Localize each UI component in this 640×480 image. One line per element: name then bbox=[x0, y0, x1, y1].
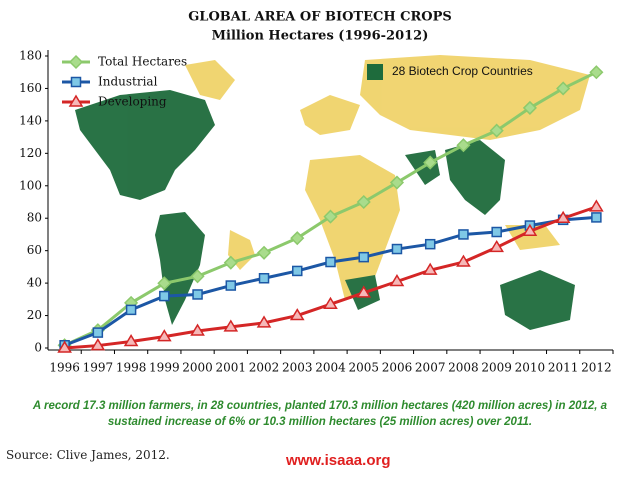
x-tick-label: 2004 bbox=[315, 361, 346, 375]
marker bbox=[356, 285, 372, 298]
marker bbox=[325, 256, 336, 268]
marker bbox=[423, 155, 438, 170]
marker bbox=[258, 272, 270, 284]
chart: GLOBAL AREA OF BIOTECH CROPS Million Hec… bbox=[19, 10, 614, 375]
marker bbox=[323, 209, 338, 224]
marker bbox=[256, 315, 272, 328]
x-tick-label: 2007 bbox=[415, 361, 446, 375]
marker bbox=[358, 251, 369, 263]
legend-label: Total Hectares bbox=[98, 55, 187, 69]
y-tick-label: 160 bbox=[19, 81, 42, 95]
x-tick-label: 2008 bbox=[448, 361, 479, 375]
x-tick-label: 2003 bbox=[282, 361, 313, 375]
x-tick-label: 1997 bbox=[83, 361, 114, 375]
y-tick-label: 20 bbox=[27, 308, 42, 322]
marker bbox=[422, 262, 438, 275]
x-tick-label: 2009 bbox=[481, 361, 512, 375]
marker bbox=[192, 289, 203, 300]
x-tick-label: 2000 bbox=[182, 361, 213, 375]
x-tick-label: 1996 bbox=[49, 361, 80, 375]
y-tick-label: 120 bbox=[19, 146, 42, 160]
x-tick-label: 2011 bbox=[548, 361, 579, 375]
website: www.isaaa.org bbox=[286, 452, 391, 469]
marker bbox=[591, 212, 602, 223]
marker bbox=[292, 265, 303, 277]
chart-subtitle: Million Hectares (1996-2012) bbox=[212, 29, 429, 44]
marker bbox=[555, 210, 571, 223]
marker bbox=[225, 280, 237, 291]
y-tick-label: 100 bbox=[19, 178, 42, 192]
source: Source: Clive James, 2012. bbox=[6, 448, 170, 462]
x-tick-label: 2005 bbox=[348, 361, 379, 375]
marker bbox=[489, 239, 505, 253]
marker bbox=[456, 254, 471, 267]
marker bbox=[70, 76, 82, 88]
marker bbox=[458, 229, 469, 240]
marker bbox=[68, 54, 84, 70]
marker bbox=[589, 199, 604, 212]
x-tick-label: 1998 bbox=[116, 361, 147, 375]
marker bbox=[522, 100, 537, 115]
marker bbox=[190, 323, 205, 336]
y-tick-label: 140 bbox=[19, 113, 42, 127]
marker bbox=[223, 255, 238, 270]
marker bbox=[92, 327, 104, 338]
marker bbox=[290, 231, 305, 246]
x-tick-label: 2002 bbox=[249, 361, 280, 375]
marker bbox=[522, 223, 538, 236]
legend-label: Developing bbox=[98, 95, 167, 109]
marker bbox=[90, 338, 106, 351]
marker bbox=[556, 81, 571, 96]
marker bbox=[256, 245, 272, 260]
x-tick-label: 2001 bbox=[216, 361, 247, 375]
marker bbox=[389, 175, 405, 190]
marker bbox=[156, 329, 172, 342]
marker bbox=[190, 269, 205, 284]
marker bbox=[68, 94, 84, 107]
marker bbox=[589, 65, 604, 80]
marker bbox=[57, 340, 72, 353]
marker bbox=[491, 226, 502, 238]
y-tick-label: 0 bbox=[34, 341, 42, 355]
x-tick-label: 2012 bbox=[581, 361, 612, 375]
x-tick-label: 2010 bbox=[515, 361, 546, 375]
y-tick-label: 180 bbox=[19, 49, 42, 63]
marker bbox=[391, 243, 403, 255]
caption: A record 17.3 million farmers, in 28 cou… bbox=[32, 400, 608, 428]
marker bbox=[323, 296, 338, 309]
x-tick-label: 1999 bbox=[149, 361, 180, 375]
marker bbox=[223, 319, 239, 332]
marker bbox=[159, 290, 170, 302]
y-tick-label: 80 bbox=[27, 211, 42, 225]
marker bbox=[125, 304, 137, 316]
y-tick-label: 40 bbox=[27, 276, 42, 290]
marker bbox=[289, 308, 305, 321]
marker bbox=[123, 334, 139, 347]
marker bbox=[489, 123, 504, 138]
x-tick-label: 2006 bbox=[382, 361, 413, 375]
legend-label: Industrial bbox=[98, 75, 158, 89]
map-legend-swatch bbox=[367, 64, 383, 80]
y-tick-label: 60 bbox=[27, 243, 42, 257]
marker bbox=[389, 274, 405, 287]
chart-title: GLOBAL AREA OF BIOTECH CROPS bbox=[188, 10, 452, 25]
marker bbox=[424, 238, 436, 250]
map-legend-label: 28 Biotech Crop Countries bbox=[392, 64, 533, 78]
marker bbox=[157, 276, 172, 291]
marker bbox=[456, 138, 471, 153]
marker bbox=[356, 194, 371, 210]
